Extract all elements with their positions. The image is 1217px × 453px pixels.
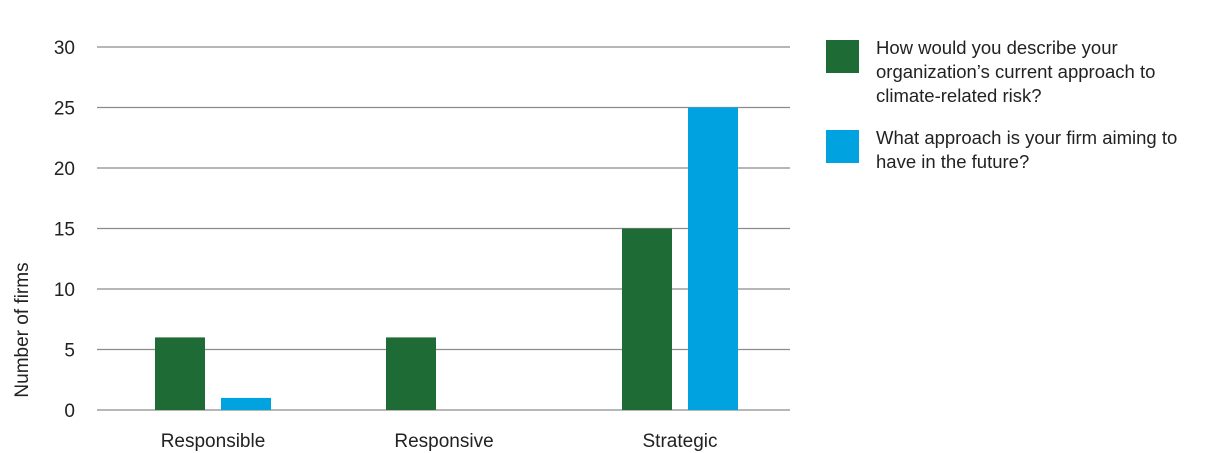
y-axis-title: Number of firms: [12, 262, 33, 397]
y-tick-label: 0: [64, 401, 75, 422]
bar-responsible-series-1: [155, 337, 205, 410]
x-category-label: Strategic: [643, 431, 718, 452]
y-tick-label: 5: [64, 341, 75, 362]
bars: [155, 107, 738, 410]
legend-label-current: How would you describe your organization…: [876, 37, 1156, 106]
y-tick-label: 15: [54, 220, 75, 241]
gridlines: [97, 46, 790, 411]
legend-swatch-current: [826, 40, 859, 73]
y-tick-label: 30: [54, 38, 75, 59]
bar-strategic-series-1: [622, 228, 672, 410]
bar-responsive-series-1: [386, 337, 436, 410]
legend-label-future: What approach is your firm aiming to hav…: [876, 127, 1178, 172]
y-axis-ticks: 0 5 10 15 20 25 30: [54, 38, 75, 422]
x-category-label: Responsive: [394, 431, 493, 452]
bar-responsible-series-2: [221, 397, 271, 410]
x-axis-categories: Responsible Responsive Strategic: [161, 431, 718, 452]
y-tick-label: 10: [54, 280, 75, 301]
y-tick-label: 25: [54, 99, 75, 120]
x-category-label: Responsible: [161, 431, 266, 452]
legend: How would you describe your organization…: [826, 36, 1211, 192]
y-tick-label: 20: [54, 159, 75, 180]
bar-strategic-series-2: [688, 107, 738, 410]
legend-item-future: What approach is your firm aiming to hav…: [826, 126, 1211, 174]
legend-item-current: How would you describe your organization…: [826, 36, 1211, 108]
legend-swatch-future: [826, 130, 859, 163]
